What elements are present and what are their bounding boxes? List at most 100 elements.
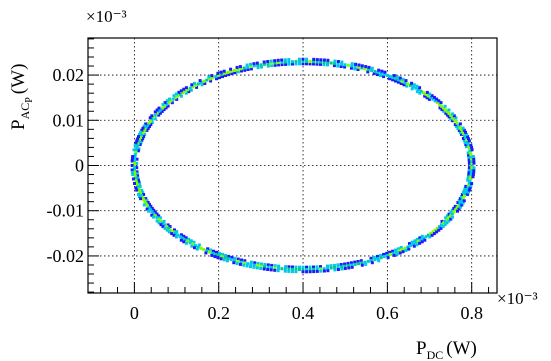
heatmap-bin [401, 250, 405, 254]
heatmap-bin [209, 79, 213, 83]
heatmap-bin [161, 102, 165, 106]
heatmap-bin [459, 132, 463, 136]
heatmap-bin [452, 114, 456, 118]
heatmap-bin [422, 91, 425, 95]
heatmap-bin [273, 63, 277, 67]
heatmap-bin [165, 99, 169, 103]
heatmap-bin [148, 116, 152, 120]
heatmap-bin [133, 155, 137, 159]
heatmap-bin [315, 62, 319, 66]
heatmap-bin [135, 172, 139, 176]
heatmap-bin [417, 88, 420, 92]
heatmap-bin [458, 122, 462, 126]
heatmap-bin [308, 62, 312, 66]
heatmap-bin [456, 201, 460, 204]
heatmap-bin [145, 207, 149, 211]
heatmap-bin [133, 170, 137, 174]
heatmap-bin [221, 252, 224, 256]
heatmap-bin [340, 60, 344, 64]
heatmap-bin [157, 214, 161, 218]
heatmap-bin [153, 113, 157, 117]
heatmap-bin [226, 70, 230, 74]
heatmap-bin [134, 148, 138, 152]
heatmap-bin [438, 106, 442, 110]
heatmap-bin [165, 102, 169, 106]
heatmap-bin [379, 71, 383, 75]
x-tick-label: 0.6 [376, 303, 399, 323]
heatmap-bin [141, 191, 145, 194]
heatmap-bin [464, 136, 467, 139]
heatmap-bin [457, 204, 460, 208]
heatmap-bin [146, 201, 150, 204]
heatmap-bin [269, 61, 273, 65]
heatmap-bin [226, 257, 230, 261]
heatmap-bin [449, 210, 453, 214]
heatmap-bin [145, 128, 149, 132]
heatmap-bin [136, 142, 140, 146]
heatmap-bin [152, 212, 156, 216]
heatmap-bin [319, 265, 322, 269]
heatmap-bin [425, 96, 429, 100]
heatmap-bin [130, 157, 134, 161]
heatmap-bin [136, 185, 140, 189]
heatmap-bin [191, 85, 195, 89]
heatmap-bin [138, 195, 141, 199]
heatmap-bin [182, 87, 186, 91]
heatmap-bin [132, 148, 136, 152]
heatmap-bin [133, 182, 136, 185]
heatmap-bin [403, 246, 407, 250]
heatmap-bin [135, 166, 139, 170]
heatmap-bin [336, 265, 340, 269]
heatmap-bin [224, 74, 228, 77]
heatmap-bin [252, 64, 256, 68]
heatmap-bin [171, 97, 175, 101]
heatmap-bin [399, 82, 403, 85]
heatmap-bin [346, 63, 350, 67]
heatmap-bin [400, 79, 404, 83]
heatmap-bin [360, 66, 364, 70]
heatmap-bin [256, 63, 260, 67]
heatmap-bin [467, 172, 471, 176]
heatmap-bin [140, 133, 144, 137]
heatmap-bin [153, 117, 157, 121]
heatmap-bin [142, 198, 146, 202]
heatmap-bin [459, 195, 463, 199]
heatmap-bin [407, 247, 411, 251]
heatmap-bin [308, 60, 312, 64]
heatmap-bin [449, 214, 453, 218]
heatmap-bin [347, 266, 351, 270]
heatmap-bin [277, 63, 281, 67]
heatmap-bin [433, 99, 437, 103]
heatmap-bin [447, 108, 451, 112]
heatmap-bin [431, 97, 435, 101]
heatmap-bin [252, 265, 256, 269]
heatmap-bin [308, 267, 312, 271]
heatmap-bin [159, 223, 163, 227]
heatmap-bin [137, 135, 140, 139]
heatmap-bin [276, 266, 280, 270]
heatmap-bin [353, 65, 357, 69]
heatmap-bin [130, 168, 134, 172]
heatmap-bin [176, 233, 180, 237]
tick-labels: 0 0.2 0.4 0.6 0.8 -0.02 -0.01 0 0.01 0.02 [47, 65, 483, 323]
heatmap-bin [383, 70, 387, 74]
heatmap-bin [230, 255, 234, 259]
heatmap-bin [136, 149, 140, 153]
heatmap-bin [470, 164, 474, 167]
heatmap-bin [175, 230, 179, 234]
heatmap-bin [162, 108, 166, 112]
heatmap-bin [353, 67, 357, 71]
heatmap-bin [350, 62, 354, 66]
heatmap-bin [195, 247, 199, 251]
heatmap-bin [469, 184, 473, 188]
heatmap-bin [187, 237, 191, 241]
heatmap-bin [134, 179, 138, 183]
heatmap-bin [157, 221, 161, 225]
heatmap-bin [205, 78, 209, 82]
heatmap-bin [459, 127, 463, 131]
heatmap-bin [461, 196, 465, 200]
heatmap-bin [135, 170, 139, 174]
heatmap-bin [424, 92, 428, 96]
heatmap-bin [470, 159, 474, 163]
heatmap-bin [394, 248, 397, 252]
